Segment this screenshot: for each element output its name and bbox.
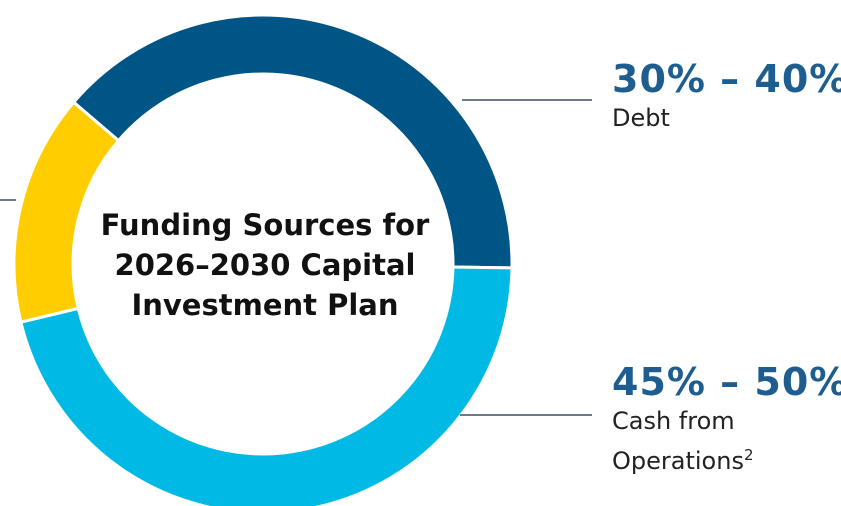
category-label: Debt: [612, 101, 787, 135]
category-text: Debt: [612, 104, 670, 132]
category-label: Cash from Operations2: [612, 404, 787, 478]
label-group: 45% – 50% Cash from Operations2: [612, 360, 841, 478]
donut-segment: [19, 265, 514, 506]
category-text: Cash from Operations: [612, 407, 744, 475]
donut-segment: [12, 100, 121, 324]
chart-title: Funding Sources for 2026–2030 Capital In…: [100, 208, 430, 322]
label-group: 30% – 40% Debt: [612, 57, 841, 135]
range-label: 30% – 40%: [612, 57, 841, 101]
donut-segment: [71, 13, 514, 270]
range-label: 45% – 50%: [612, 360, 841, 404]
footnote-mark: 2: [743, 446, 754, 464]
